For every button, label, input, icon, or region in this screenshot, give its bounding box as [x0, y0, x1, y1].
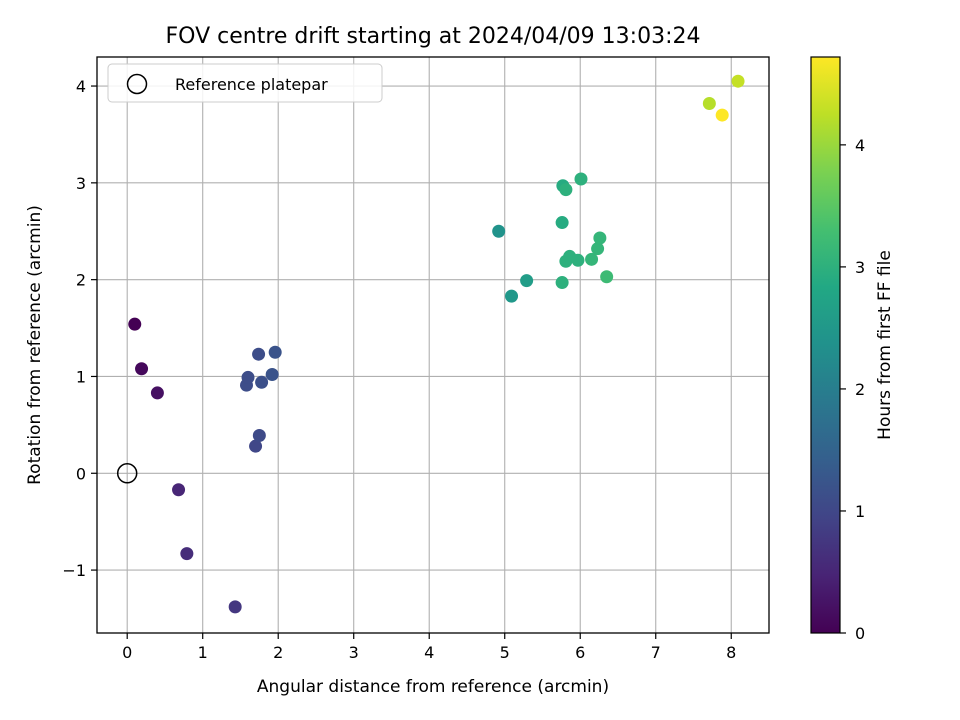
colorbar-tick-label: 2 [855, 380, 865, 399]
data-point-17 [555, 276, 569, 290]
data-point-29 [702, 96, 716, 110]
reference-platepar-marker [116, 463, 138, 484]
x-tick-label: 7 [651, 643, 661, 662]
y-tick-label: 4 [76, 77, 86, 96]
data-point-18 [555, 216, 569, 230]
y-tick-label: −1 [62, 561, 86, 580]
x-axis-label: Angular distance from reference (arcmin) [257, 677, 609, 697]
colorbar-tick-label: 3 [855, 258, 865, 277]
data-point-14 [492, 224, 506, 238]
data-point-24 [574, 172, 588, 186]
data-point-12 [252, 347, 266, 361]
colorbar-frame [810, 56, 841, 634]
data-point-3 [172, 483, 186, 497]
y-axis-label: Rotation from reference (arcmin) [25, 205, 45, 485]
x-tick-label: 1 [198, 643, 208, 662]
data-point-28 [600, 270, 614, 284]
x-tick-label: 8 [726, 643, 736, 662]
data-point-1 [135, 362, 149, 376]
colorbar-ticks: 0 1 2 3 4 [840, 136, 865, 643]
data-point-23 [571, 253, 585, 267]
colorbar: 0 1 2 3 4 Hours from first FF file [810, 56, 895, 643]
y-tick-label: 2 [76, 271, 86, 290]
grid [97, 57, 769, 633]
plot-frame [96, 56, 770, 634]
legend-label: Reference platepar [175, 75, 328, 94]
colorbar-label: Hours from first FF file [875, 250, 895, 440]
data-point-10 [255, 375, 269, 389]
legend: Reference platepar [107, 63, 383, 103]
data-point-26 [591, 242, 605, 256]
data-point-6 [249, 439, 263, 453]
x-tick-label: 5 [500, 643, 510, 662]
chart-title: FOV centre drift starting at 2024/04/09 … [166, 24, 701, 49]
data-point-31 [731, 74, 745, 88]
y-tick-label: 3 [76, 174, 86, 193]
data-point-9 [241, 370, 255, 384]
data-point-15 [505, 289, 519, 303]
colorbar-tick-label: 0 [855, 624, 865, 643]
data-point-20 [559, 183, 573, 197]
x-tick-label: 6 [575, 643, 585, 662]
x-tick-label: 3 [349, 643, 359, 662]
legend-box [107, 63, 383, 103]
y-ticks: −1 0 1 2 3 4 [62, 77, 97, 580]
data-point-2 [150, 386, 164, 400]
data-point-16 [520, 274, 534, 288]
data-point-30 [715, 108, 729, 122]
colorbar-gradient [811, 57, 840, 633]
x-tick-label: 0 [122, 643, 132, 662]
x-ticks: 0 1 2 3 4 5 6 7 8 [122, 633, 736, 662]
data-point-0 [128, 317, 142, 331]
data-point-7 [252, 429, 266, 443]
y-tick-label: 0 [76, 464, 86, 483]
y-tick-label: 1 [76, 367, 86, 386]
data-point-27 [593, 231, 607, 245]
x-tick-label: 2 [273, 643, 283, 662]
data-point-4 [180, 547, 194, 561]
data-point-11 [265, 368, 279, 382]
colorbar-tick-label: 1 [855, 502, 865, 521]
colorbar-tick-label: 4 [855, 136, 865, 155]
data-points [116, 74, 745, 614]
data-point-5 [228, 600, 242, 614]
data-point-25 [585, 252, 599, 266]
x-tick-label: 4 [424, 643, 434, 662]
legend-marker-open-circle [126, 73, 148, 95]
data-point-13 [268, 345, 282, 359]
